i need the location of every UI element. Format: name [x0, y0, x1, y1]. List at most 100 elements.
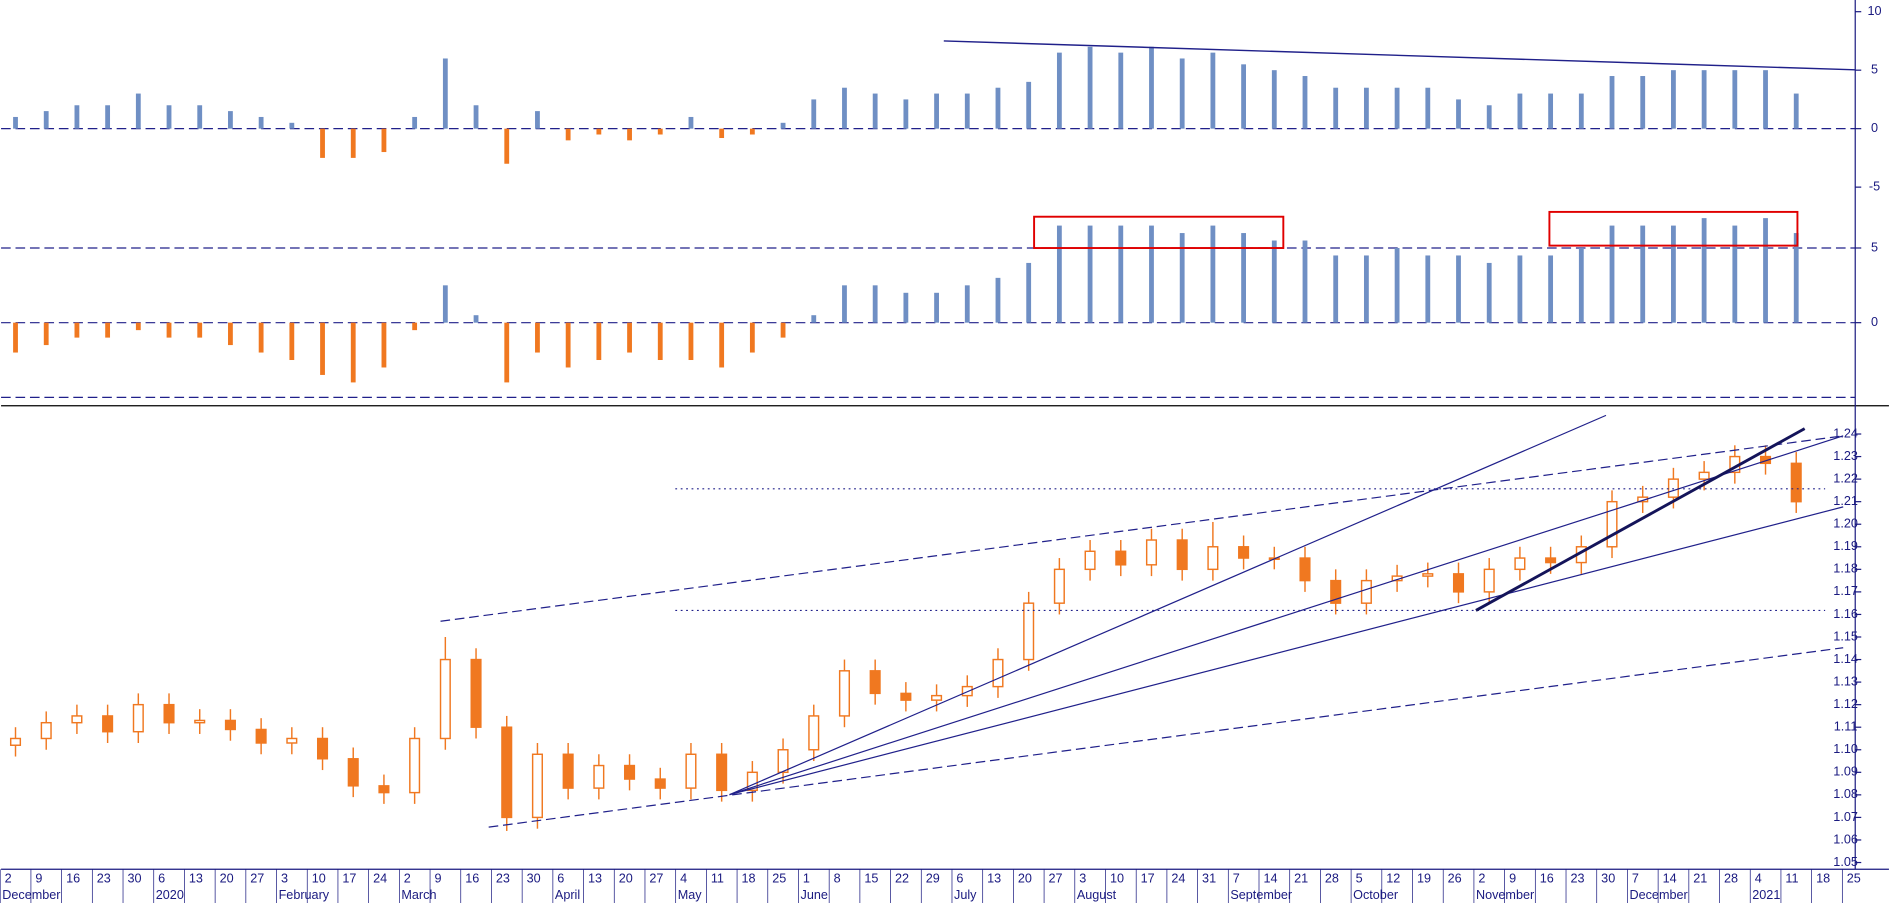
fan-line — [1475, 427, 1806, 612]
y-tick-label: 1.22 — [1833, 471, 1858, 485]
bar — [749, 322, 755, 353]
month-label: March — [401, 888, 436, 902]
bar — [1609, 225, 1615, 323]
x-tick-label: 4 — [680, 871, 687, 885]
bar — [1241, 233, 1246, 323]
x-tick-label: 27 — [250, 871, 264, 885]
bar — [473, 105, 479, 129]
candle-body — [746, 771, 758, 792]
y-tick-label: 1.14 — [1833, 652, 1858, 666]
y-tick-label: 5 — [1871, 63, 1878, 77]
bar — [1701, 70, 1707, 129]
bar — [1241, 64, 1246, 129]
bar — [1118, 225, 1124, 323]
bar — [135, 93, 141, 129]
candle-body — [224, 719, 236, 731]
x-tick-label: 2 — [404, 871, 411, 885]
candle-body — [931, 694, 943, 701]
bar — [258, 322, 264, 353]
bar — [504, 128, 510, 164]
bar — [197, 322, 203, 338]
candle-body — [378, 785, 390, 794]
bar — [1210, 52, 1216, 129]
bar — [1026, 262, 1032, 323]
x-tick-label: 19 — [1417, 871, 1431, 885]
x-tick-label: 10 — [1110, 871, 1124, 885]
x-tick-label: 9 — [435, 871, 442, 885]
bar — [13, 116, 18, 129]
bar — [13, 322, 18, 353]
bar — [105, 322, 111, 338]
y-tick-label: 1.17 — [1833, 584, 1858, 598]
candle-body — [624, 764, 636, 780]
bar — [442, 58, 448, 129]
x-tick-label: 10 — [312, 871, 326, 885]
highlight-box — [1033, 215, 1285, 249]
candle-body — [316, 737, 329, 760]
bar — [1302, 240, 1308, 323]
candle-body — [1698, 471, 1710, 480]
bar — [964, 285, 970, 323]
bar — [1210, 225, 1216, 323]
candle-body — [1115, 550, 1127, 566]
x-tick-label: 14 — [1263, 871, 1277, 885]
bar — [1671, 225, 1676, 323]
candle-body — [869, 670, 881, 695]
bar — [1363, 255, 1369, 323]
bar — [1640, 225, 1646, 323]
x-tick-label: 27 — [649, 871, 663, 885]
bar — [1271, 70, 1277, 129]
candle-body — [716, 753, 728, 792]
x-tick-label: 9 — [35, 871, 42, 885]
month-label: September — [1230, 888, 1292, 902]
bar — [535, 322, 540, 353]
candle-body — [1360, 579, 1372, 604]
y-tick-label: 10 — [1867, 4, 1881, 18]
y-tick-label: 1.20 — [1833, 517, 1858, 531]
x-tick-label: 15 — [864, 871, 878, 885]
x-tick-label: 12 — [1386, 871, 1400, 885]
bar — [1056, 225, 1062, 323]
x-tick-label: 29 — [926, 871, 940, 885]
bar — [320, 128, 325, 158]
bar — [1149, 46, 1154, 129]
candle-body — [593, 764, 605, 789]
bar — [1271, 240, 1277, 323]
bar — [1425, 255, 1431, 323]
candle-body — [470, 658, 482, 728]
candle-body — [1330, 579, 1342, 604]
annotations — [1, 0, 1889, 870]
x-tick-label: 16 — [1540, 871, 1554, 885]
x-tick-label: 1 — [803, 871, 810, 885]
candle-body — [1023, 602, 1035, 661]
candle-body — [409, 737, 421, 794]
candle-body — [347, 758, 359, 787]
month-label: November — [1476, 888, 1534, 902]
bar — [1732, 225, 1738, 323]
bar — [1793, 93, 1799, 129]
candle-body — [501, 726, 513, 819]
bar — [872, 285, 878, 323]
candle-body — [1422, 573, 1434, 577]
bar — [1149, 225, 1154, 323]
candle-body — [1514, 557, 1526, 571]
x-tick-label: 18 — [742, 871, 756, 885]
month-label: December — [2, 888, 60, 902]
bar — [1793, 233, 1799, 323]
x-tick-label: 3 — [1079, 871, 1086, 885]
x-tick-label: 28 — [1724, 871, 1738, 885]
bar — [1302, 76, 1308, 129]
channel-line — [440, 435, 1844, 622]
month-label: April — [555, 888, 580, 902]
x-tick-label: 11 — [711, 871, 724, 885]
month-label: 2021 — [1752, 888, 1780, 902]
bar — [197, 105, 203, 129]
candle-body — [1299, 557, 1311, 582]
bar — [1394, 87, 1400, 129]
bar — [903, 99, 909, 129]
y-tick-label: 1.21 — [1833, 494, 1858, 508]
month-label: August — [1077, 888, 1117, 902]
candle-body — [71, 715, 83, 724]
x-tick-label: 21 — [1294, 871, 1308, 885]
bar — [1517, 93, 1523, 129]
